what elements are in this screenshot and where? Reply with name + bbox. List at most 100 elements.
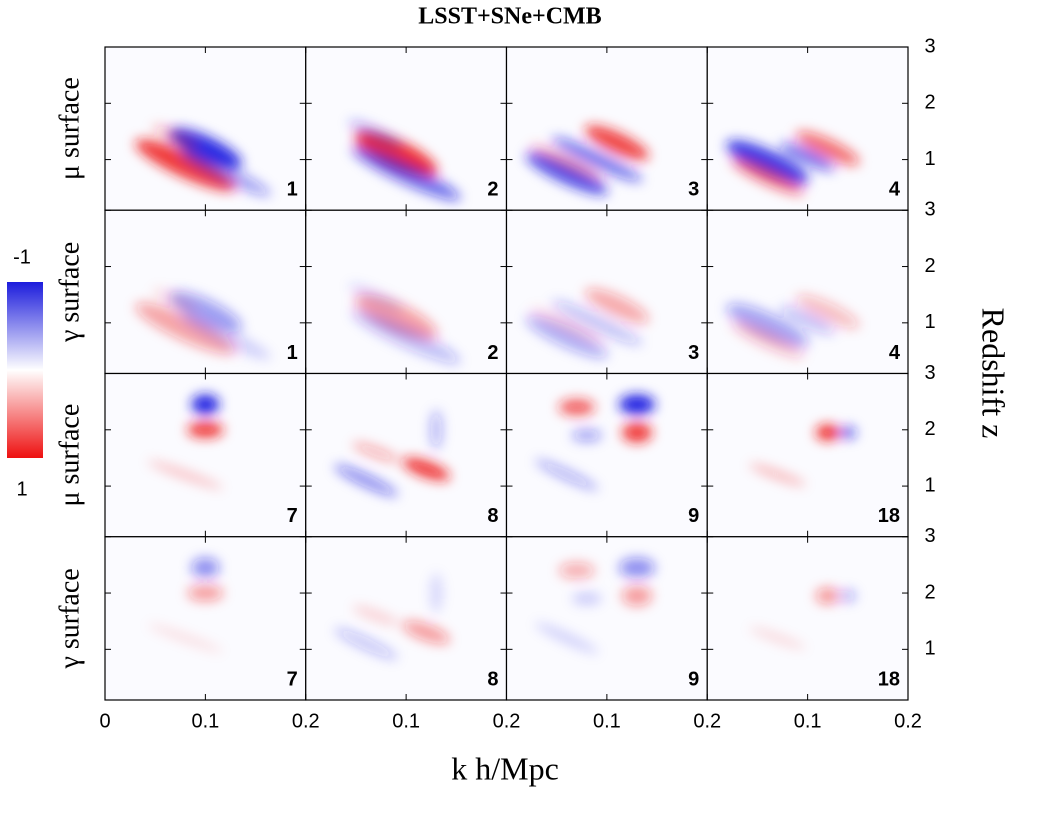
panel-bg bbox=[305, 47, 507, 211]
heat-blob bbox=[430, 573, 443, 614]
heat-blob bbox=[749, 627, 806, 650]
colorbar bbox=[7, 282, 43, 458]
heatmap bbox=[506, 47, 708, 211]
y-tick-label: 2 bbox=[924, 92, 935, 114]
heat-blob bbox=[530, 144, 604, 181]
heatmap bbox=[105, 47, 306, 211]
heat-blob bbox=[430, 409, 443, 450]
heatmap-shapes bbox=[726, 294, 860, 359]
heatmap-shapes bbox=[749, 587, 856, 650]
heatmap bbox=[305, 536, 507, 700]
heat-blob bbox=[815, 587, 840, 604]
heatmap-shapes bbox=[334, 409, 450, 497]
x-tick-label: 0.1 bbox=[392, 710, 420, 732]
heat-blob bbox=[551, 300, 643, 346]
panel-label: 7 bbox=[287, 505, 298, 527]
heatmap-shapes bbox=[348, 283, 461, 364]
panel-label: 7 bbox=[287, 668, 298, 690]
panel-label: 1 bbox=[287, 342, 298, 364]
heat-blob bbox=[525, 315, 608, 358]
y-tick-label: 1 bbox=[924, 148, 935, 170]
panel-label: 4 bbox=[889, 179, 901, 201]
heat-blob bbox=[348, 283, 404, 312]
heat-blob bbox=[534, 622, 599, 654]
heat-blob bbox=[815, 424, 840, 441]
y-tick-label: 3 bbox=[924, 362, 935, 384]
heat-blob bbox=[348, 120, 404, 149]
y-tick-label: 1 bbox=[924, 311, 935, 333]
y-tick-label: 1 bbox=[924, 638, 935, 660]
panel-label: 2 bbox=[487, 179, 498, 201]
panel-bg bbox=[707, 536, 908, 700]
row-label: μ surface bbox=[54, 404, 85, 507]
heat-blob bbox=[135, 302, 236, 355]
y-tick-label: 2 bbox=[924, 255, 935, 277]
y-axis-label: Redshift z bbox=[976, 308, 1012, 439]
heat-blob bbox=[334, 464, 398, 497]
heatmap-shapes bbox=[525, 288, 649, 358]
y-tick-label: 2 bbox=[924, 418, 935, 440]
heatmap-shapes bbox=[147, 394, 224, 490]
heatmap-shapes bbox=[334, 573, 450, 660]
heat-blob bbox=[780, 305, 835, 335]
row-label: γ surface bbox=[54, 242, 85, 343]
heat-blob bbox=[402, 457, 450, 481]
panel-bg bbox=[707, 210, 908, 374]
panel-label: 9 bbox=[688, 668, 699, 690]
heatmap-shapes bbox=[726, 131, 860, 195]
heat-blob bbox=[354, 131, 438, 177]
heat-blob bbox=[621, 422, 652, 443]
heatmap bbox=[707, 373, 908, 537]
heat-blob bbox=[334, 627, 398, 660]
heat-blob bbox=[351, 309, 461, 364]
heat-blob bbox=[795, 131, 860, 166]
heat-blob bbox=[571, 592, 602, 605]
heat-blob bbox=[558, 399, 595, 416]
heatmap bbox=[105, 536, 306, 700]
heat-blob bbox=[534, 459, 599, 491]
heat-blob bbox=[152, 125, 199, 149]
x-tick-label: 0 bbox=[99, 710, 110, 732]
heatmap bbox=[105, 210, 306, 374]
heatmap bbox=[707, 47, 908, 211]
x-tick-label: 0.2 bbox=[894, 710, 922, 732]
heatmap-shapes bbox=[147, 557, 224, 653]
heat-blob bbox=[731, 158, 804, 195]
heat-blob bbox=[558, 562, 595, 579]
heatmap-shapes bbox=[525, 125, 649, 195]
panel-label: 1 bbox=[287, 179, 298, 201]
chart-title: LSST+SNe+CMB bbox=[418, 4, 601, 30]
heatmap bbox=[105, 373, 306, 537]
heat-blob bbox=[780, 142, 835, 171]
heat-blob bbox=[180, 314, 271, 360]
heat-blob bbox=[187, 585, 224, 602]
heat-blob bbox=[525, 152, 608, 195]
panel-label: 9 bbox=[688, 505, 699, 527]
heat-blob bbox=[584, 288, 649, 324]
x-tick-label: 0.2 bbox=[292, 710, 320, 732]
heat-blob bbox=[551, 137, 643, 182]
y-tick-label: 3 bbox=[924, 35, 935, 57]
heatmap-shapes bbox=[348, 120, 461, 201]
x-tick-label: 0.1 bbox=[794, 710, 822, 732]
heatmap bbox=[305, 47, 507, 211]
heat-blob bbox=[135, 139, 236, 191]
heat-blob bbox=[354, 294, 438, 341]
x-tick-label: 0.2 bbox=[693, 710, 721, 732]
heatmap-shapes bbox=[749, 424, 856, 486]
heat-blob bbox=[726, 140, 809, 185]
panel-bg bbox=[707, 373, 908, 537]
heat-blob bbox=[351, 146, 461, 201]
panel-bg bbox=[707, 47, 908, 211]
heatmap bbox=[305, 373, 507, 537]
panel-label: 3 bbox=[688, 342, 699, 364]
heat-blob bbox=[618, 394, 655, 415]
heat-blob bbox=[726, 303, 809, 348]
row-label: μ surface bbox=[54, 77, 85, 180]
y-tick-label: 1 bbox=[924, 474, 935, 496]
x-tick-label: 0.1 bbox=[191, 710, 219, 732]
heatmap-shapes bbox=[135, 125, 271, 196]
heat-blob bbox=[147, 623, 223, 653]
heat-blob bbox=[191, 557, 220, 578]
